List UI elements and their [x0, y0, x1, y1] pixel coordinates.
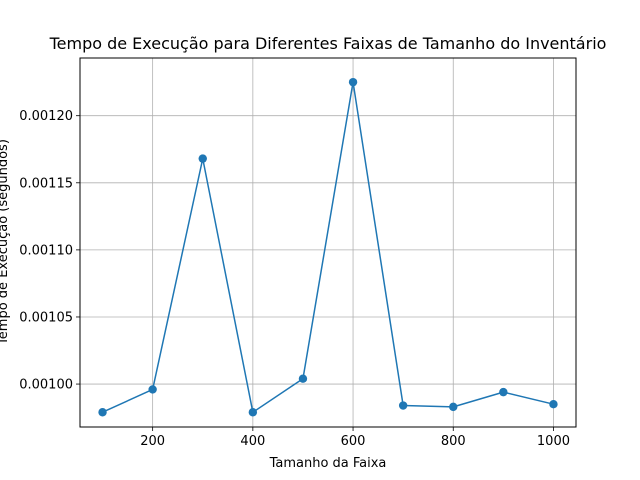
- y-ticks: 0.00100 0.00105 0.00110 0.00115 0.00120: [19, 109, 80, 393]
- x-tick-label: 400: [240, 434, 265, 449]
- data-point: [449, 402, 458, 412]
- data-point: [198, 154, 207, 163]
- y-tick-label: 0.00110: [19, 243, 73, 258]
- series-layer: [98, 77, 558, 417]
- x-tick-label: 800: [441, 434, 466, 449]
- y-axis-label: Tempo de Execução (segundos): [0, 139, 11, 346]
- data-point: [499, 387, 508, 397]
- y-tick-label: 0.00105: [19, 310, 73, 325]
- data-point: [98, 408, 107, 417]
- x-axis-label: Tamanho da Faixa: [269, 456, 387, 471]
- x-tick-label: 600: [341, 434, 366, 449]
- data-point: [549, 399, 558, 409]
- data-point: [398, 401, 408, 410]
- data-point: [298, 374, 308, 383]
- y-tick-label: 0.00115: [19, 176, 73, 191]
- data-point: [148, 385, 157, 394]
- x-ticks: 200 400 600 800 1000: [140, 427, 570, 449]
- plot-frame: [79, 57, 577, 428]
- y-tick-label: 0.00120: [19, 109, 73, 124]
- x-tick-label: 200: [140, 434, 165, 449]
- data-point: [248, 408, 258, 417]
- y-tick-label: 0.00100: [19, 378, 73, 393]
- series-line: [102, 81, 554, 413]
- data-point: [348, 77, 358, 87]
- x-tick-label: 1000: [537, 434, 570, 449]
- chart-title: Tempo de Execução para Diferentes Faixas…: [49, 34, 607, 53]
- grid: [80, 58, 576, 427]
